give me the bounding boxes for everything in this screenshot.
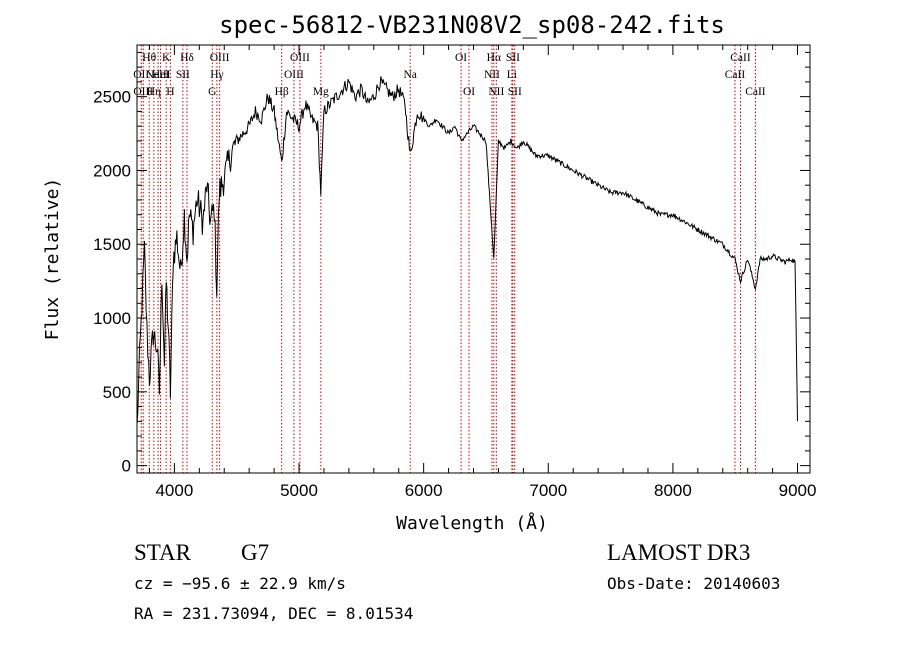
object-class: STAR [134,540,192,565]
spectral-line-label: OIII [290,52,310,64]
axis-ticks [137,45,810,473]
spectral-line-label: NII [488,86,504,98]
spectral-line-label: OI [463,86,475,98]
x-tick-label: 5000 [280,481,318,500]
spectrum-series-line [136,76,798,424]
spectral-line-label: Hα [487,52,501,64]
survey-name: LAMOST DR3 [607,540,750,565]
spectral-line-label: Hγ [210,69,223,81]
spectral-line-label: CaII [745,86,766,98]
spectral-line-label: Hβ [275,86,289,98]
spectral-line-label: NeIII [146,69,171,81]
spectral-line-label: K [162,52,171,64]
spectral-line-label: Li [507,69,517,81]
spectral-line-label: OIII [133,86,153,98]
spectral-line-label: Hθ [142,52,156,64]
y-tick-label: 2500 [93,88,131,107]
spectral-line-label: Hδ [180,52,194,64]
spectral-line-label: CaII [730,52,751,64]
spectral-line-label: Hη [147,86,161,98]
spectral-line-label: SII [176,69,190,81]
y-axis-label: Flux (relative) [42,178,63,341]
x-tick-label: 9000 [779,481,817,500]
spectral-line-label: H [166,86,174,98]
plot-frame [136,44,811,474]
spectral-line-label: OI [455,52,467,64]
spectral-line-label: SII [508,86,522,98]
spectral-line-label: SII [506,52,520,64]
y-tick-label: 2000 [93,161,131,180]
y-tick-label: 1000 [93,309,131,328]
spectral-line-label: NII [484,69,500,81]
spectral-line-label: G [208,86,216,98]
y-tick-label: 1500 [93,235,131,254]
spectral-line-labels: OIIOIIIHθHηNeIIIHeIKHSIIHδGHγOIIIHβOIIIO… [133,52,766,98]
obs-date: Obs-Date: 20140603 [607,574,780,593]
spectral-line-markers [140,45,756,473]
x-tick-label: 6000 [405,481,443,500]
spectral-line-label: Na [403,69,416,81]
y-tick-label: 0 [122,457,131,476]
redshift-cz: cz = −95.6 ± 22.9 km/s [134,574,346,593]
x-tick-label: 4000 [155,481,193,500]
spectral-line-label: HeI [152,69,169,81]
x-tick-label: 7000 [529,481,567,500]
axis-tick-labels: 4000 5000 6000 7000 8000 9000 0 500 1000 1500 2000… [93,88,816,500]
spectral-line-label: OIII [210,52,230,64]
spectral-line-label: Mg [313,86,329,98]
x-axis-label: Wavelength (Å) [396,512,548,534]
object-subclass: G7 [241,540,269,565]
spectral-line-label: OIII [284,69,304,81]
x-tick-label: 8000 [654,481,692,500]
chart-title: spec-56812-VB231N08V2_sp08-242.fits [219,11,725,39]
ra-dec-coords: RA = 231.73094, DEC = 8.01534 [134,604,413,623]
y-tick-label: 500 [103,383,131,402]
spectral-line-label: CaII [725,69,746,81]
